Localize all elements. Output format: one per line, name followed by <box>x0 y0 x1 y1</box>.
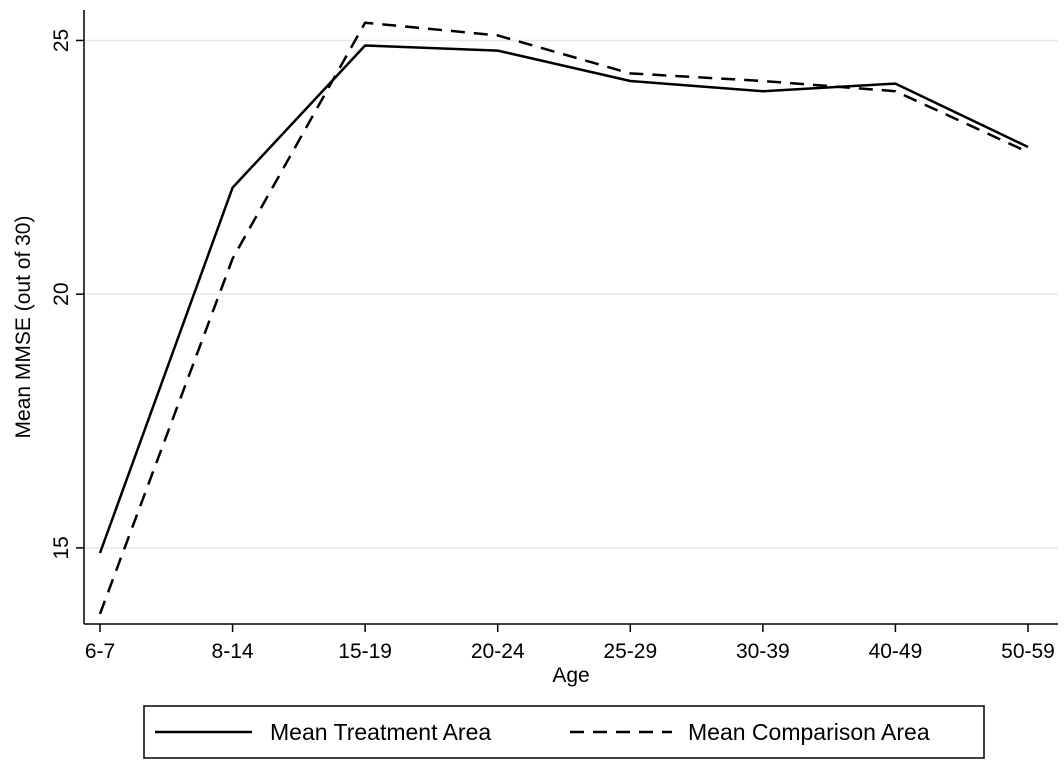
x-axis-title: Age <box>552 664 589 687</box>
x-tick-label: 30-39 <box>736 640 790 663</box>
x-tick-label: 15-19 <box>338 640 392 663</box>
legend-label-comparison: Mean Comparison Area <box>688 719 930 745</box>
legend-box <box>143 705 985 759</box>
y-tick-label: 20 <box>50 282 73 305</box>
series-line-treatment <box>98 44 1029 554</box>
x-tick-label: 20-24 <box>471 640 525 663</box>
gridlines <box>84 39 1058 549</box>
x-tick-label: 50-59 <box>1001 640 1055 663</box>
legend: Mean Treatment Area Mean Comparison Area <box>143 705 985 759</box>
x-tick-label: 8-14 <box>212 640 254 663</box>
series-line-comparison <box>98 21 1029 615</box>
y-axis-title: Mean MMSE (out of 30) <box>12 216 35 439</box>
y-tick-label: 15 <box>50 536 73 559</box>
y-axis-ticks: 15 20 25 <box>50 29 84 560</box>
series-lines <box>98 21 1029 615</box>
x-tick-label: 25-29 <box>603 640 657 663</box>
x-axis-ticks: 6-7 8-14 15-19 20-24 25-29 30-39 40-49 50-59 <box>85 624 1055 663</box>
y-tick-label: 25 <box>50 29 73 52</box>
legend-label-treatment: Mean Treatment Area <box>270 719 491 745</box>
x-tick-label: 6-7 <box>85 640 115 663</box>
x-tick-label: 40-49 <box>869 640 923 663</box>
